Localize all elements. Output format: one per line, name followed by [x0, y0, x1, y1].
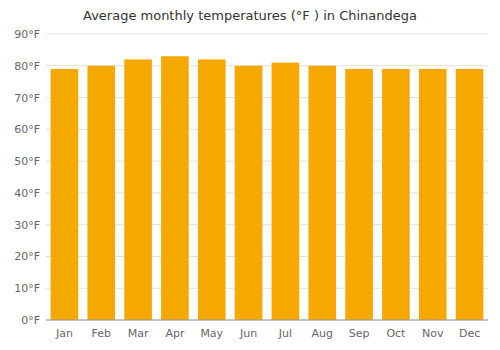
- y-tick-label: 70°F: [14, 92, 40, 105]
- x-axis-line: [46, 320, 488, 321]
- y-grid: [46, 34, 488, 320]
- grid-line: [46, 320, 488, 321]
- bar: [456, 69, 484, 320]
- title: Average monthly temperatures (°F ) in Ch…: [83, 8, 417, 23]
- bar: [161, 56, 189, 320]
- y-tick-label: 50°F: [14, 155, 40, 168]
- bar: [198, 59, 226, 320]
- y-tick-label: 10°F: [14, 282, 40, 295]
- bar: [345, 69, 373, 320]
- y-tick-label: 90°F: [14, 28, 40, 41]
- bar: [235, 66, 263, 320]
- x-tick-label: Dec: [459, 327, 480, 340]
- y-tick-label: 80°F: [14, 60, 40, 73]
- x-tick-label: Feb: [92, 327, 111, 340]
- bar: [51, 69, 79, 320]
- y-tick-label: 60°F: [14, 123, 40, 136]
- y-tick-label: 40°F: [14, 187, 40, 200]
- bar: [272, 63, 300, 320]
- x-tick-label: Jun: [239, 327, 257, 340]
- x-tick-label: Sep: [349, 327, 370, 340]
- bars: [51, 56, 484, 320]
- x-tick-label: Mar: [128, 327, 149, 340]
- y-tick-label: 0°F: [21, 314, 40, 327]
- bar: [124, 59, 152, 320]
- bar: [419, 69, 447, 320]
- bar: [308, 66, 336, 320]
- bar: [87, 66, 115, 320]
- grid-line: [46, 34, 488, 35]
- y-tick-label: 30°F: [14, 219, 40, 232]
- x-tick-label: Jan: [55, 327, 73, 340]
- x-tick-label: Apr: [165, 327, 185, 340]
- x-tick-label: Aug: [312, 327, 333, 340]
- chart-container: Average monthly temperatures (°F ) in Ch…: [0, 0, 500, 350]
- y-tick-label: 20°F: [14, 250, 40, 263]
- chart-svg: Average monthly temperatures (°F ) in Ch…: [0, 0, 500, 350]
- bar: [382, 69, 410, 320]
- x-tick-label: Oct: [386, 327, 406, 340]
- x-tick-label: May: [200, 327, 223, 340]
- x-tick-label: Jul: [278, 327, 292, 340]
- x-tick-label: Nov: [422, 327, 444, 340]
